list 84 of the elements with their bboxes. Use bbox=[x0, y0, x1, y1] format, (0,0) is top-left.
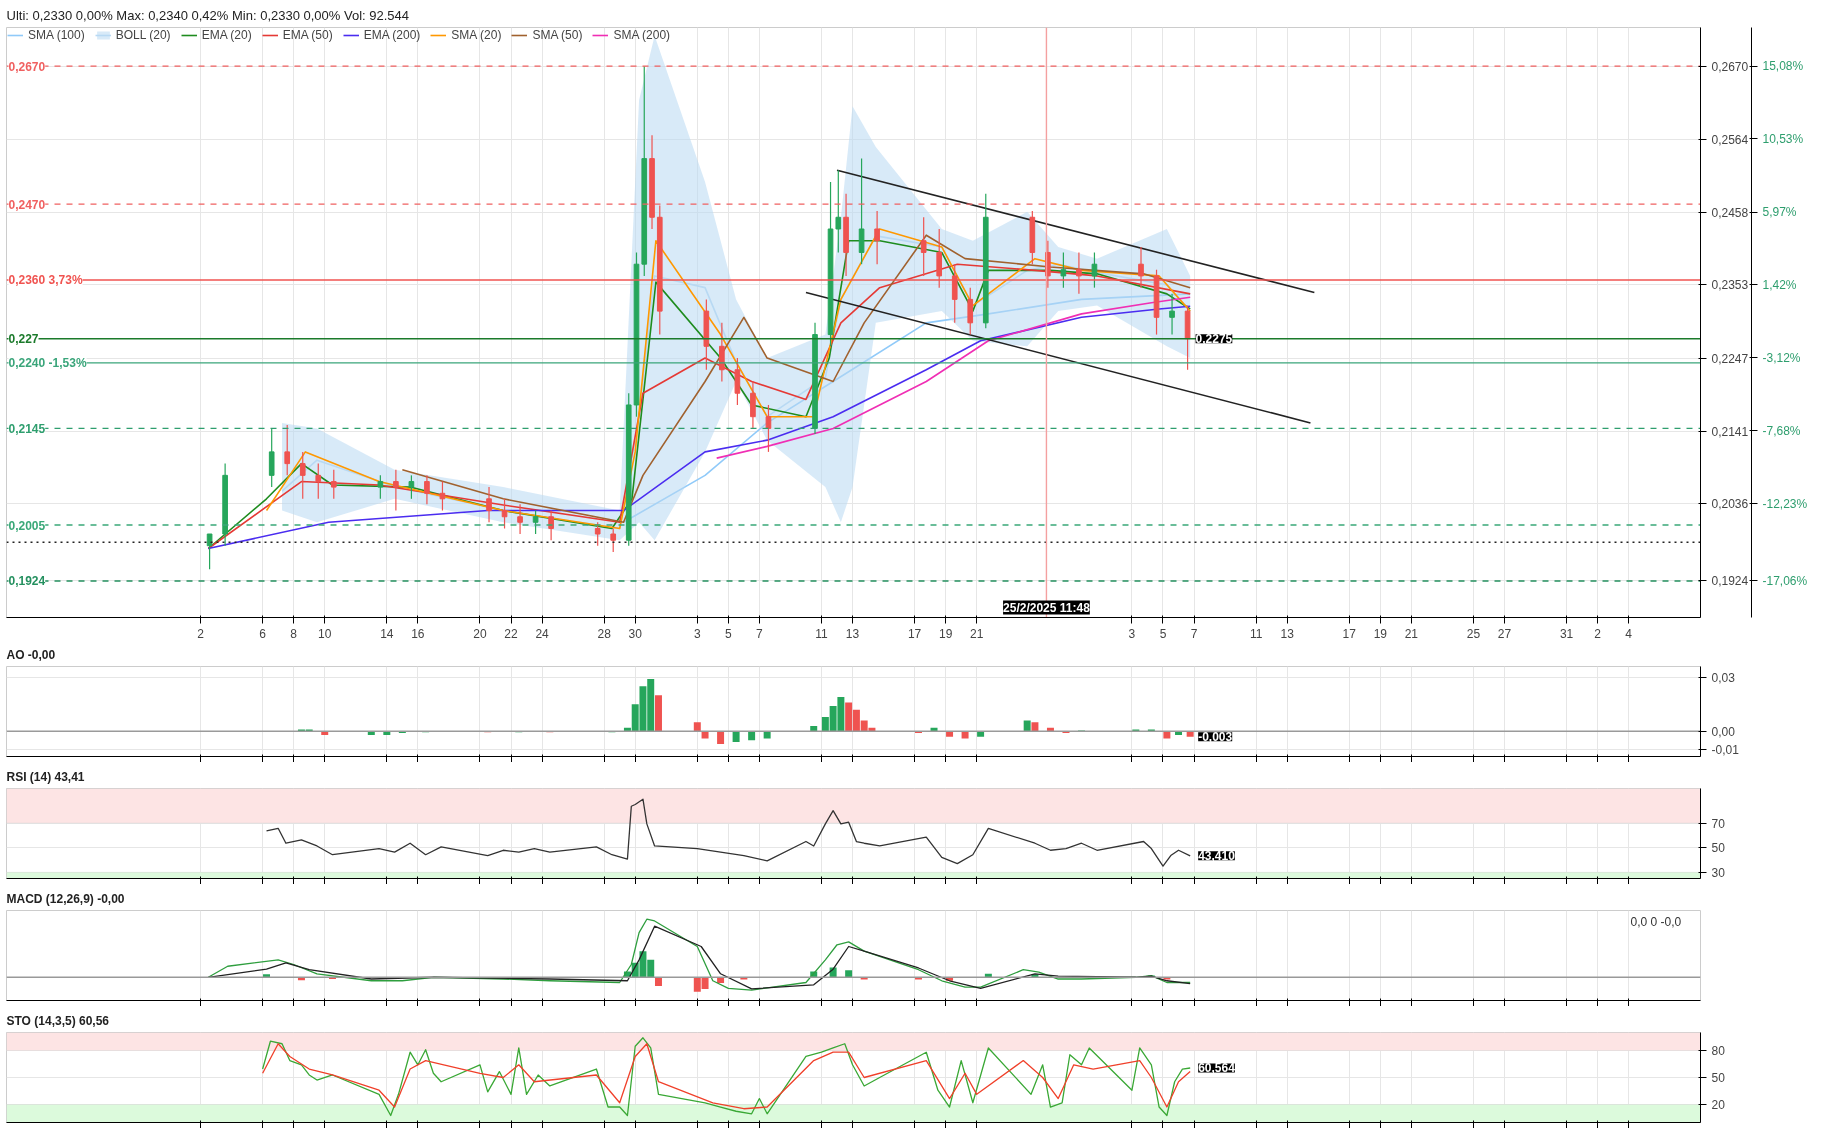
x-tick-label: 16 bbox=[411, 626, 425, 641]
x-tick-label: 5 bbox=[725, 626, 733, 641]
y-tick-label: 0,1924 bbox=[1711, 574, 1749, 589]
chart-title: MACD (12,26,9) -0,00 bbox=[6, 891, 125, 906]
y-tick-label: 0,2670 bbox=[1711, 59, 1749, 74]
ref-line-label: 0,2240 -1,53% bbox=[8, 355, 87, 370]
ref-line-label: 25/2/2025 11:48 bbox=[1003, 600, 1091, 615]
y2-tick-label: 15,08% bbox=[1762, 59, 1804, 74]
x-tick-label: 31 bbox=[1559, 626, 1574, 641]
ref-line-label: 0,2470 bbox=[8, 197, 46, 212]
y2-tick-label: 5,97% bbox=[1762, 205, 1797, 220]
y-tick-label: 0,2247 bbox=[1711, 351, 1749, 366]
y-tick-label: 80 bbox=[1711, 1044, 1726, 1058]
y2-tick-label: -7,68% bbox=[1762, 423, 1801, 438]
x-tick-label: 8 bbox=[290, 626, 298, 641]
x-tick-label: 22 bbox=[504, 626, 519, 641]
chart-title: RSI (14) 43,41 bbox=[6, 769, 85, 784]
y-tick-label: 50 bbox=[1711, 841, 1726, 856]
x-tick-label: 30 bbox=[628, 626, 643, 641]
legend-label: BOLL (20) bbox=[115, 28, 171, 42]
y-tick-label: 0,03 bbox=[1711, 670, 1736, 685]
x-tick-label: 2 bbox=[197, 626, 205, 641]
y-tick-label: 30 bbox=[1711, 865, 1726, 880]
y2-tick-label: 10,53% bbox=[1762, 132, 1804, 146]
chart-title: STO (14,3,5) 60,56 bbox=[6, 1013, 110, 1028]
y-tick-label: 70 bbox=[1711, 816, 1726, 831]
y2-tick-label: 1,42% bbox=[1762, 277, 1797, 292]
ref-line-label: 0,1924 bbox=[8, 574, 46, 589]
x-tick-label: 14 bbox=[380, 626, 394, 641]
x-tick-label: 3 bbox=[1128, 626, 1136, 641]
y-tick-label: 0,2141 bbox=[1711, 424, 1749, 439]
chart-title: Ulti: 0,2330 0,00% Max: 0,2340 0,42% Min: 0,2330 0,00% Vol: 92.544 bbox=[6, 7, 410, 23]
ref-line-label: 0,2360 3,73% bbox=[8, 273, 83, 288]
ref-line-label: 0,2005 bbox=[8, 518, 46, 533]
y-tick-label: 0,2036 bbox=[1711, 497, 1749, 512]
legend-label: SMA (50) bbox=[532, 28, 583, 42]
x-tick-label: 21 bbox=[1404, 626, 1419, 641]
y-tick-label: 50 bbox=[1711, 1071, 1726, 1085]
ref-line-label: 0,2670 bbox=[8, 59, 46, 74]
ref-line-label: 0,2145 bbox=[8, 421, 46, 436]
y-tick-label: 0,2458 bbox=[1711, 205, 1749, 220]
x-tick-label: 7 bbox=[1190, 626, 1198, 641]
x-tick-label: 17 bbox=[907, 626, 922, 641]
x-tick-label: 25 bbox=[1466, 626, 1481, 641]
x-tick-label: 11 bbox=[815, 626, 829, 641]
legend-label: SMA (20) bbox=[451, 28, 502, 42]
chart-title: AO -0,00 bbox=[6, 647, 56, 662]
text: 0,0 0 -0,0 bbox=[1630, 914, 1682, 929]
legend-label: EMA (20) bbox=[201, 28, 252, 42]
legend-label: EMA (50) bbox=[282, 28, 333, 42]
annotation: 60,564 bbox=[1198, 1061, 1236, 1076]
x-tick-label: 17 bbox=[1342, 626, 1357, 641]
x-tick-label: 10 bbox=[318, 626, 332, 641]
y-tick-label: 0,00 bbox=[1711, 724, 1736, 739]
x-tick-label: 11 bbox=[1249, 626, 1263, 641]
legend-label: SMA (100) bbox=[28, 28, 85, 42]
x-tick-label: 7 bbox=[756, 626, 764, 641]
y2-tick-label: -3,12% bbox=[1762, 350, 1801, 365]
x-tick-label: 28 bbox=[597, 626, 612, 641]
legend-label: EMA (200) bbox=[363, 28, 421, 42]
x-tick-label: 13 bbox=[1280, 626, 1295, 641]
annotation: -0,003 bbox=[1198, 730, 1233, 745]
annotation: 0,2275 bbox=[1195, 332, 1233, 347]
y2-tick-label: -12,23% bbox=[1762, 496, 1808, 511]
x-tick-label: 6 bbox=[259, 626, 267, 641]
x-tick-label: 24 bbox=[535, 626, 550, 641]
legend-label: SMA (200) bbox=[613, 28, 671, 42]
x-tick-label: 5 bbox=[1159, 626, 1167, 641]
x-tick-label: 3 bbox=[693, 626, 701, 641]
annotation: 43,410 bbox=[1198, 849, 1236, 864]
y-tick-label: -0,01 bbox=[1711, 742, 1740, 757]
x-tick-label: 21 bbox=[970, 626, 984, 641]
x-tick-label: 27 bbox=[1497, 626, 1512, 641]
x-tick-label: 2 bbox=[1594, 626, 1602, 641]
x-tick-label: 19 bbox=[939, 626, 953, 641]
x-tick-label: 13 bbox=[845, 626, 860, 641]
y2-tick-label: -17,06% bbox=[1762, 573, 1808, 588]
x-tick-label: 20 bbox=[473, 626, 487, 641]
x-tick-label: 19 bbox=[1373, 626, 1388, 641]
y-tick-label: 0,2353 bbox=[1711, 278, 1749, 293]
y-tick-label: 20 bbox=[1711, 1098, 1726, 1112]
x-tick-label: 4 bbox=[1625, 626, 1633, 641]
ref-line-label: 0,227 bbox=[8, 332, 39, 347]
y-tick-label: 0,2564 bbox=[1711, 132, 1749, 147]
